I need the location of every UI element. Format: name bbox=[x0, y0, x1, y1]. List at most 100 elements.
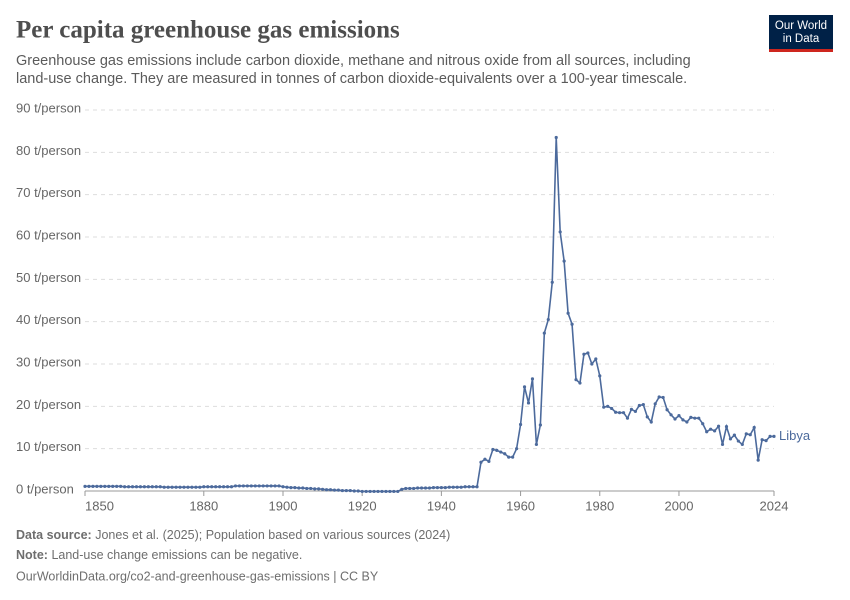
data-point bbox=[534, 442, 539, 447]
data-point bbox=[582, 352, 586, 356]
source-text: Jones et al. (2025); Population based on… bbox=[95, 528, 450, 542]
data-point bbox=[716, 424, 721, 428]
data-point bbox=[368, 489, 372, 494]
data-point bbox=[621, 411, 626, 415]
data-point bbox=[352, 489, 356, 493]
data-point bbox=[158, 485, 162, 489]
data-point bbox=[130, 485, 135, 489]
x-tick-label: 1920 bbox=[348, 498, 377, 513]
data-point bbox=[99, 484, 103, 488]
data-point bbox=[554, 135, 558, 140]
data-point bbox=[221, 485, 226, 489]
data-point bbox=[344, 488, 348, 493]
data-point bbox=[443, 486, 447, 490]
data-point bbox=[558, 230, 562, 234]
data-point bbox=[459, 485, 463, 489]
logo[interactable]: Our World in Data bbox=[769, 15, 833, 52]
y-tick-label: 70 t/person bbox=[16, 185, 81, 200]
data-point bbox=[419, 486, 424, 490]
data-point bbox=[499, 450, 503, 454]
data-point bbox=[645, 415, 649, 419]
data-point bbox=[83, 484, 87, 488]
source: Data source: Jones et al. (2025); Popula… bbox=[16, 528, 450, 542]
data-point bbox=[166, 485, 170, 489]
data-point bbox=[439, 486, 443, 490]
data-point bbox=[669, 413, 673, 417]
x-tick-label: 1960 bbox=[506, 498, 535, 513]
data-point bbox=[297, 486, 301, 490]
data-point bbox=[305, 486, 309, 491]
data-point bbox=[122, 485, 127, 489]
data-point bbox=[491, 447, 495, 452]
data-point bbox=[103, 484, 107, 488]
data-point bbox=[107, 484, 111, 488]
x-tick-label: 1980 bbox=[585, 498, 614, 513]
data-point bbox=[574, 378, 578, 382]
data-point bbox=[178, 485, 182, 489]
data-point bbox=[530, 377, 535, 381]
data-point bbox=[174, 485, 178, 489]
data-point bbox=[515, 447, 519, 451]
data-point bbox=[427, 486, 432, 490]
data-point bbox=[277, 484, 281, 488]
data-point bbox=[309, 486, 313, 491]
data-point bbox=[138, 485, 143, 489]
data-point bbox=[281, 485, 285, 489]
data-point bbox=[689, 415, 693, 419]
y-tick-label: 20 t/person bbox=[16, 397, 81, 412]
data-point bbox=[546, 317, 550, 322]
data-point bbox=[95, 484, 99, 488]
data-point bbox=[487, 459, 491, 463]
data-point bbox=[162, 485, 166, 489]
x-tick-label: 1940 bbox=[427, 498, 456, 513]
data-point bbox=[483, 457, 487, 461]
data-point bbox=[657, 395, 661, 399]
y-tick-label: 10 t/person bbox=[16, 439, 81, 454]
data-point bbox=[194, 485, 198, 489]
series-label: Libya bbox=[779, 428, 811, 443]
data-point bbox=[324, 488, 329, 492]
data-point bbox=[637, 403, 641, 408]
data-point bbox=[578, 381, 582, 385]
data-point bbox=[233, 484, 238, 488]
data-point bbox=[685, 420, 689, 424]
data-point bbox=[641, 403, 645, 407]
data-point bbox=[269, 484, 273, 488]
logo-text: in Data bbox=[783, 33, 820, 45]
data-point bbox=[475, 485, 479, 489]
data-point bbox=[720, 442, 725, 447]
data-point bbox=[455, 485, 459, 489]
data-point bbox=[606, 404, 610, 408]
data-point bbox=[566, 311, 570, 315]
y-tick-label: 0 t/person bbox=[16, 481, 74, 496]
data-point bbox=[285, 485, 289, 489]
logo-bar bbox=[769, 49, 833, 52]
data-point bbox=[202, 485, 206, 489]
chart-title: Per capita greenhouse gas emissions bbox=[16, 17, 400, 44]
data-point bbox=[649, 420, 653, 424]
data-point bbox=[408, 486, 412, 491]
data-point bbox=[142, 485, 146, 489]
data-point bbox=[724, 425, 729, 429]
data-point bbox=[348, 488, 352, 493]
data-point bbox=[412, 486, 416, 491]
data-point bbox=[257, 484, 261, 488]
data-point bbox=[451, 485, 455, 489]
url[interactable]: OurWorldinData.org/co2-and-greenhouse-ga… bbox=[16, 569, 379, 583]
x-tick-label: 1900 bbox=[269, 498, 298, 513]
data-point bbox=[229, 485, 234, 489]
data-point bbox=[170, 485, 174, 489]
data-point bbox=[479, 460, 483, 464]
data-point bbox=[610, 406, 614, 411]
data-point bbox=[740, 442, 744, 447]
data-point bbox=[416, 486, 420, 490]
x-tick-label: 2024 bbox=[760, 498, 789, 513]
data-point bbox=[677, 414, 681, 418]
data-point bbox=[225, 485, 230, 489]
data-point bbox=[320, 487, 325, 491]
logo-text: Our World bbox=[775, 20, 827, 32]
note: Note: Land-use change emissions can be n… bbox=[16, 548, 302, 562]
data-point bbox=[542, 331, 546, 335]
